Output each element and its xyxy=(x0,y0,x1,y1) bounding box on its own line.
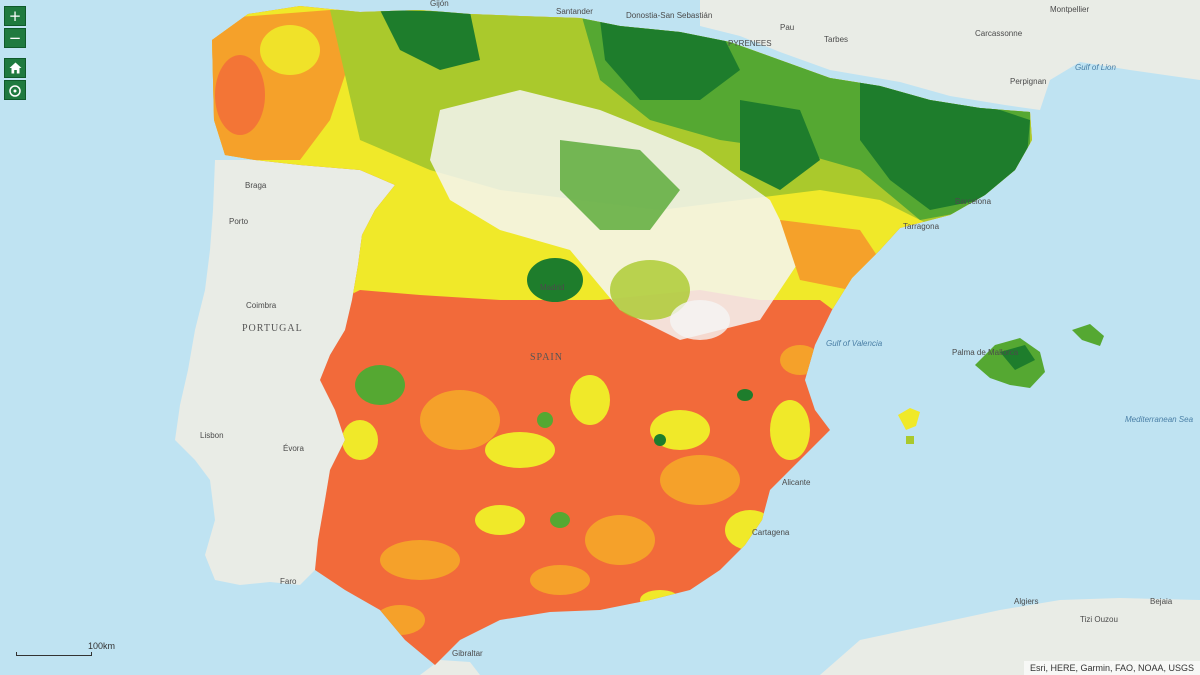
label-carcassonne: Carcassonne xyxy=(975,29,1023,38)
locate-icon xyxy=(9,85,21,97)
label-porto: Porto xyxy=(229,217,249,226)
label-mediterranean-sea: Mediterranean Sea xyxy=(1125,415,1194,424)
label-coimbra: Coimbra xyxy=(246,301,277,310)
label-gibraltar: Gibraltar xyxy=(452,649,483,658)
label-tarragona: Tarragona xyxy=(903,222,940,231)
label-alicante: Alicante xyxy=(782,478,811,487)
scale-line xyxy=(16,652,92,656)
label-tizi-ouzou: Tizi Ouzou xyxy=(1080,615,1118,624)
label-evora: Évora xyxy=(283,444,304,453)
label-pau: Pau xyxy=(780,23,794,32)
formentera-island xyxy=(906,436,914,444)
label-gulf-of-valencia: Gulf of Valencia xyxy=(826,339,883,348)
label-gijon: Gijón xyxy=(430,0,449,8)
locate-button[interactable] xyxy=(4,80,26,100)
zoom-out-button[interactable]: − xyxy=(4,28,26,48)
label-lisbon: Lisbon xyxy=(200,431,224,440)
map-attribution: Esri, HERE, Garmin, FAO, NOAA, USGS xyxy=(1023,661,1200,675)
mallorca-north xyxy=(1000,345,1035,370)
north-africa-land xyxy=(820,598,1200,675)
label-cartagena: Cartagena xyxy=(752,528,790,537)
zoom-in-button[interactable]: + xyxy=(4,6,26,26)
label-madrid: Madrid xyxy=(540,283,564,292)
label-barcelona: Barcelona xyxy=(955,197,992,206)
menorca-island xyxy=(1072,324,1104,346)
ibiza-island xyxy=(898,408,920,430)
france-land xyxy=(700,0,1200,110)
home-button[interactable] xyxy=(4,58,26,78)
label-algiers: Algiers xyxy=(1014,597,1038,606)
map-controls: + − xyxy=(4,6,26,100)
label-donostia: Donostia-San Sebastián xyxy=(626,11,712,20)
scale-label: 100km xyxy=(88,641,116,651)
label-bejaia: Bejaia xyxy=(1150,597,1173,606)
label-palma: Palma de Mallorca xyxy=(952,348,1019,357)
label-spain: SPAIN xyxy=(530,352,563,363)
label-pyrenees: PYRENEES xyxy=(728,39,772,48)
label-portugal: PORTUGAL xyxy=(242,323,303,334)
home-icon xyxy=(9,62,21,74)
label-braga: Braga xyxy=(245,181,267,190)
label-faro: Faro xyxy=(280,577,297,586)
label-gulf-of-lion: Gulf of Lion xyxy=(1075,63,1116,72)
label-santander: Santander xyxy=(556,7,593,16)
label-tarbes: Tarbes xyxy=(824,35,848,44)
portugal-land xyxy=(175,160,395,585)
label-montpellier: Montpellier xyxy=(1050,5,1089,14)
label-perpignan: Perpignan xyxy=(1010,77,1046,86)
